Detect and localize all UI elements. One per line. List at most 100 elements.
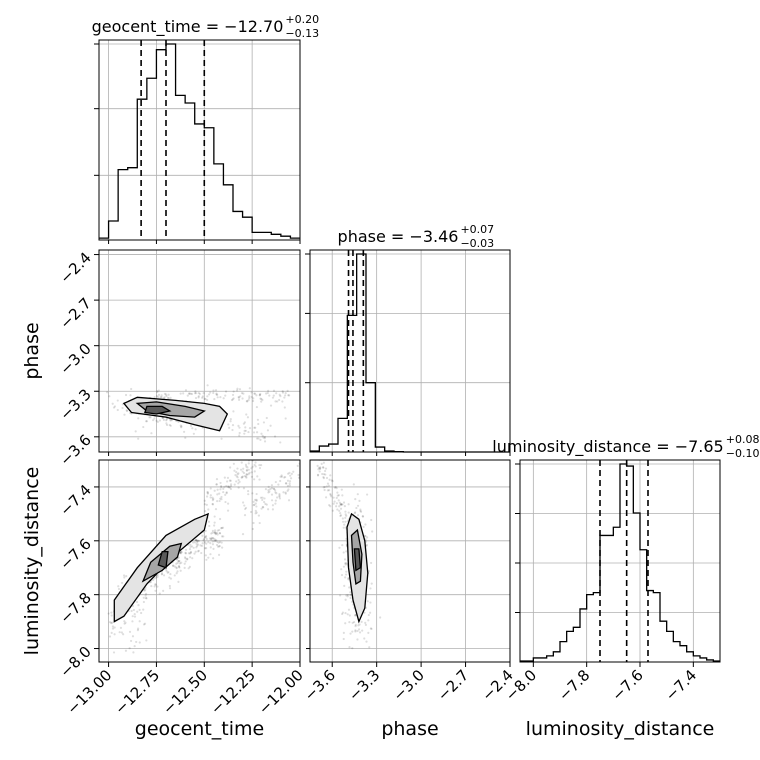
scatter-point: [356, 629, 359, 633]
scatter-point: [123, 620, 126, 623]
scatter-point: [256, 475, 259, 478]
scatter-point: [137, 603, 140, 607]
scatter-point: [226, 480, 229, 483]
scatter-point: [233, 469, 236, 472]
y-tick-label: −3.6: [56, 431, 94, 469]
scatter-point: [230, 398, 234, 402]
scatter-point: [107, 612, 110, 615]
scatter-point: [322, 461, 326, 464]
scatter-point: [279, 395, 282, 398]
scatter-point: [271, 508, 274, 511]
x-tick-label: −7.6: [608, 666, 646, 704]
scatter-point: [137, 627, 140, 630]
scatter-point: [216, 493, 219, 496]
scatter-point: [254, 426, 257, 429]
scatter-point: [206, 395, 209, 398]
scatter-point: [249, 510, 253, 514]
scatter-point: [123, 622, 126, 625]
scatter-point: [340, 573, 344, 577]
scatter-point: [242, 487, 246, 490]
scatter-point: [189, 550, 193, 554]
scatter-point: [255, 505, 258, 508]
scatter-point: [253, 392, 256, 395]
scatter-point: [244, 426, 247, 429]
scatter-point: [354, 498, 357, 501]
scatter-point: [214, 389, 218, 392]
scatter-point: [201, 395, 204, 398]
scatter-point: [158, 592, 161, 595]
scatter-point: [247, 468, 250, 471]
scatter-point: [343, 505, 346, 508]
scatter-point: [348, 646, 351, 649]
scatter-point: [112, 406, 116, 409]
scatter-point: [297, 476, 300, 479]
scatter-point: [169, 418, 172, 421]
scatter-point: [132, 651, 135, 654]
scatter-point: [259, 453, 261, 455]
scatter-point: [339, 511, 342, 515]
scatter-point: [150, 432, 153, 435]
scatter-point: [122, 574, 126, 577]
scatter-point: [180, 425, 183, 428]
scatter-point: [203, 503, 206, 506]
scatter-point: [220, 495, 223, 499]
scatter-point: [335, 502, 338, 505]
scatter-point: [211, 498, 214, 502]
scatter-point: [237, 396, 240, 399]
scatter-point: [357, 624, 360, 627]
scatter-point: [204, 534, 208, 538]
scatter-point: [342, 520, 345, 523]
scatter-point: [341, 503, 344, 506]
scatter-point: [290, 472, 293, 475]
scatter-point: [241, 533, 245, 536]
scatter-point: [213, 398, 216, 401]
scatter-point: [229, 420, 232, 423]
scatter-point: [246, 466, 249, 469]
scatter-point: [317, 466, 320, 469]
scatter-point: [270, 493, 274, 496]
scatter-point: [206, 490, 209, 494]
scatter-point: [122, 633, 125, 636]
scatter-point: [179, 424, 182, 427]
scatter-point: [258, 478, 261, 481]
scatter-point: [179, 569, 182, 572]
scatter-point: [278, 398, 281, 402]
scatter-point: [340, 568, 343, 571]
scatter-point: [318, 467, 322, 471]
scatter-point: [175, 572, 178, 575]
scatter-point: [194, 396, 198, 400]
scatter-point: [264, 392, 268, 395]
scatter-point: [241, 475, 244, 478]
scatter-point: [153, 577, 156, 580]
scatter-point: [210, 536, 213, 539]
scatter-point: [240, 476, 243, 479]
scatter-point: [160, 394, 163, 397]
panel-frame-luminosity-distance: [519, 459, 721, 663]
scatter-point: [288, 480, 292, 483]
scatter-point: [210, 532, 213, 535]
scatter-point: [287, 394, 290, 397]
scatter-point: [204, 536, 207, 539]
scatter-point: [345, 514, 348, 517]
scatter-point: [369, 627, 373, 630]
scatter-point: [214, 531, 217, 534]
scatter-point: [195, 542, 198, 546]
scatter-point: [319, 467, 322, 470]
scatter-point: [191, 427, 194, 430]
scatter-point: [371, 530, 374, 533]
scatter-point: [330, 495, 333, 498]
scatter-point: [369, 587, 372, 590]
scatter-point: [359, 510, 363, 513]
scatter-point: [316, 473, 320, 476]
scatter-point: [344, 576, 347, 579]
scatter-point: [124, 649, 128, 652]
scatter-point: [253, 426, 256, 429]
scatter-point: [340, 503, 343, 506]
scatter-point: [366, 493, 369, 496]
scatter-point: [328, 489, 331, 492]
scatter-point: [263, 500, 266, 504]
scatter-point: [224, 500, 227, 504]
scatter-point: [356, 504, 360, 507]
scatter-point: [338, 509, 341, 512]
scatter-point: [255, 499, 258, 502]
